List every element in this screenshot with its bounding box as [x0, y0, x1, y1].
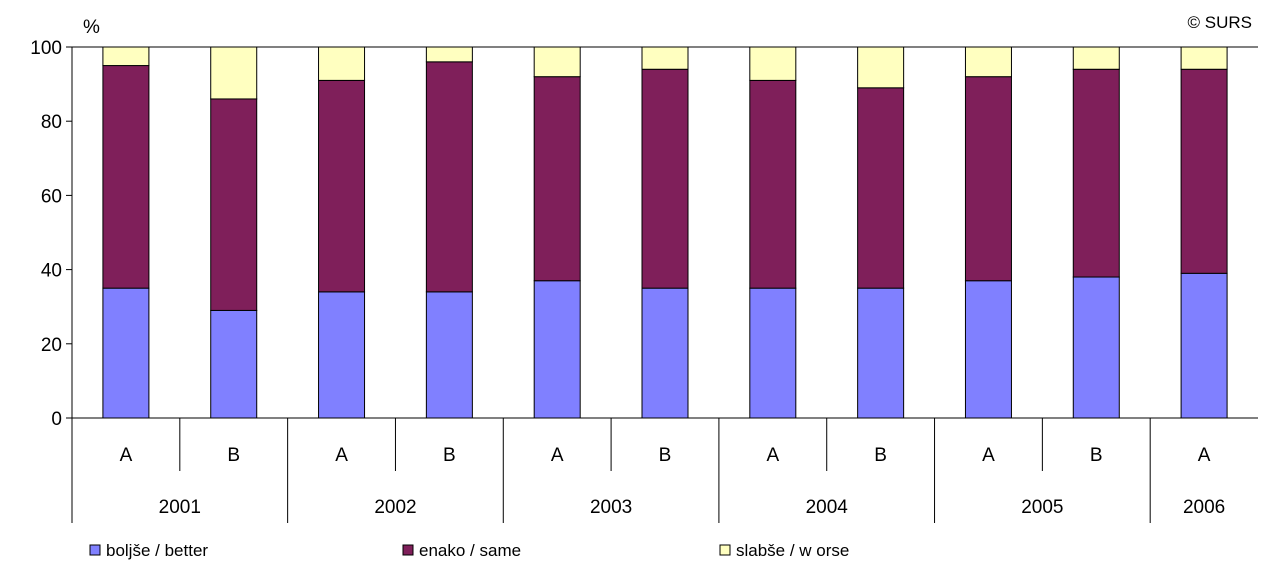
bar-segment — [210, 98, 258, 311]
x-category-label: A — [551, 445, 564, 466]
y-tick-label: 20 — [41, 335, 62, 356]
x-category-label: B — [227, 445, 240, 466]
bar-segment — [1180, 272, 1228, 419]
y-axis-unit-label: % — [83, 17, 100, 38]
bar-segment — [641, 287, 689, 419]
bar-segment — [533, 46, 581, 78]
bar-segment — [749, 287, 797, 419]
legend-label: slabše / w orse — [736, 541, 849, 560]
x-category-label: A — [335, 445, 348, 466]
copyright-label: © SURS — [1188, 13, 1252, 32]
x-category-label: A — [982, 445, 995, 466]
x-group-label: 2004 — [806, 497, 849, 518]
y-tick-label: 60 — [41, 186, 62, 207]
x-group-label: 2002 — [374, 497, 416, 518]
bar-segment — [102, 287, 150, 419]
bar-segment — [210, 46, 258, 100]
bar-segment — [857, 46, 905, 89]
bar-segment — [1180, 68, 1228, 274]
bar-segment — [1072, 276, 1120, 419]
bar-segment — [318, 291, 366, 419]
bar-segment — [964, 76, 1012, 282]
bar-segment — [749, 79, 797, 289]
y-tick-label: 100 — [30, 38, 62, 59]
x-group-label: 2006 — [1183, 497, 1225, 518]
bar-segment — [533, 280, 581, 419]
bar-segment — [1072, 46, 1120, 70]
bar-segment — [102, 46, 150, 67]
x-category-label: A — [120, 445, 133, 466]
x-category-label: A — [1198, 445, 1211, 466]
legend: boljše / better enako / same slabše / w or… — [89, 541, 849, 560]
legend-swatch — [89, 544, 101, 556]
bar-segment — [641, 46, 689, 70]
bar-segment — [425, 46, 473, 63]
x-category-label: B — [443, 445, 456, 466]
bars-layer — [102, 46, 1228, 419]
bar-segment — [210, 309, 258, 419]
bar-segment — [857, 87, 905, 289]
bar-segment — [533, 76, 581, 282]
x-group-label: 2005 — [1021, 497, 1063, 518]
bar-segment — [1180, 46, 1228, 70]
bar-segment — [102, 65, 150, 289]
bar-segment — [964, 280, 1012, 419]
x-category-label: A — [766, 445, 779, 466]
bar-segment — [318, 46, 366, 81]
y-tick-label: 40 — [41, 261, 62, 282]
x-category-label: B — [1090, 445, 1103, 466]
bar-segment — [318, 79, 366, 293]
x-category-label: B — [874, 445, 887, 466]
legend-label: boljše / better — [106, 541, 208, 560]
x-group-label: 2001 — [159, 497, 201, 518]
legend-swatch — [402, 544, 414, 556]
x-category-label: B — [659, 445, 672, 466]
bar-segment — [964, 46, 1012, 78]
legend-swatch — [719, 544, 731, 556]
x-axis: A B A B A B A B A B A 2001 2002 2003 2004 2005 2006 — [71, 417, 1258, 523]
y-tick-label: 0 — [51, 409, 62, 430]
bar-segment — [857, 287, 905, 419]
legend-label: enako / same — [419, 541, 521, 560]
x-group-label: 2003 — [590, 497, 632, 518]
bar-segment — [641, 68, 689, 289]
bar-segment — [425, 291, 473, 419]
y-tick-label: 80 — [41, 112, 62, 133]
bar-segment — [749, 46, 797, 81]
bar-segment — [425, 61, 473, 293]
bar-segment — [1072, 68, 1120, 278]
